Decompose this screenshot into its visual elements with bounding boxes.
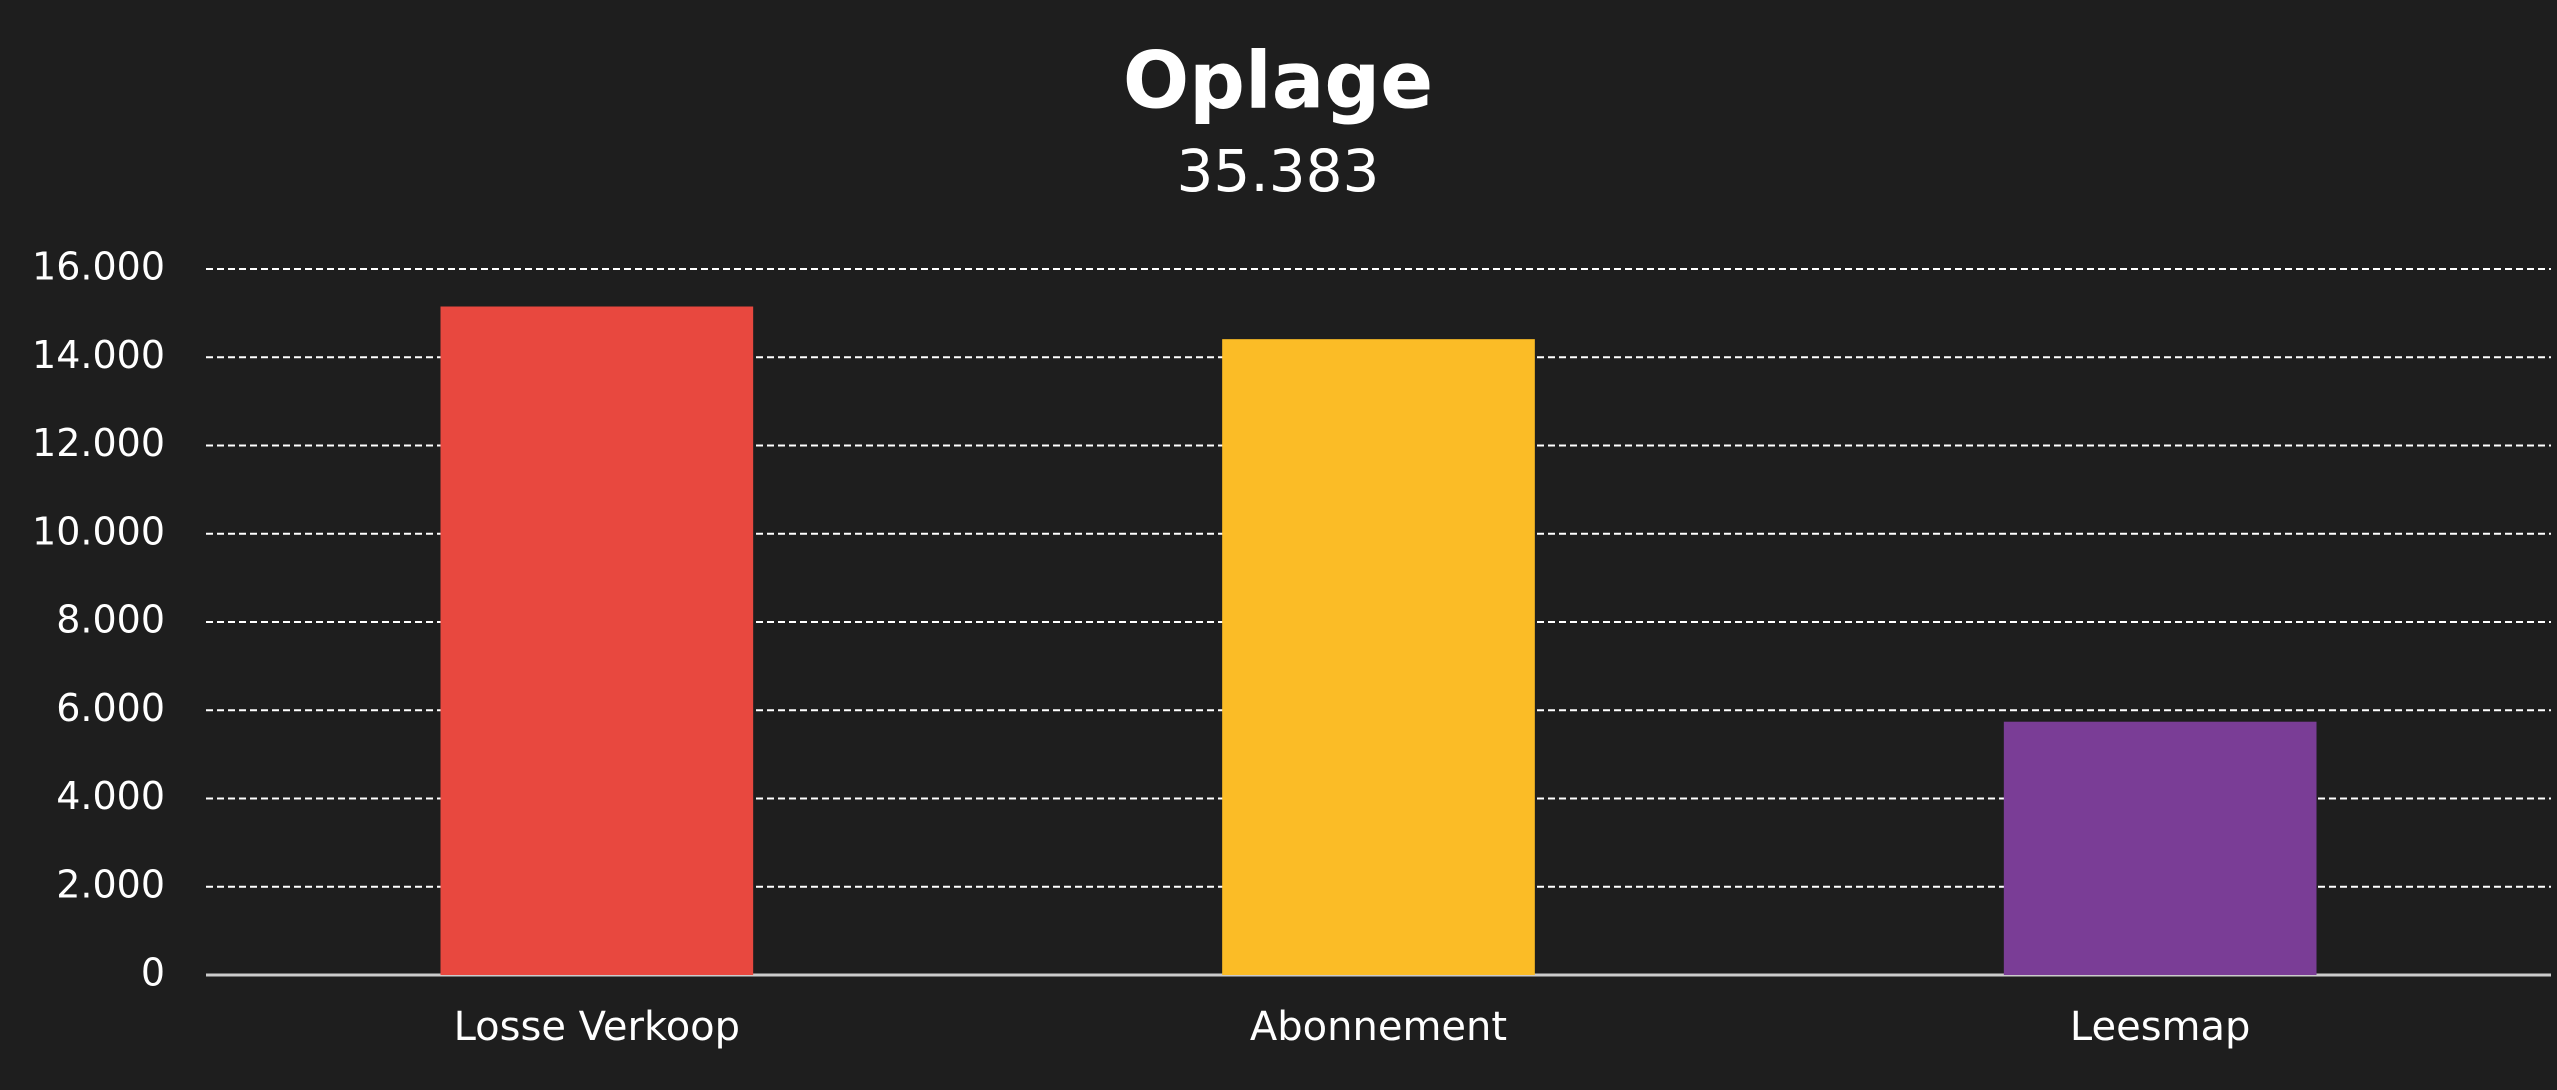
y-tick-label: 0 [141, 951, 165, 995]
bar [2003, 721, 2317, 975]
y-tick-label: 8.000 [56, 598, 165, 642]
y-tick-label: 16.000 [32, 245, 165, 289]
y-tick-label: 2.000 [56, 862, 165, 906]
bar [440, 306, 754, 976]
x-tick-label: Leesmap [2070, 1004, 2251, 1050]
x-tick-label: Losse Verkoop [454, 1004, 740, 1050]
chart-subtitle: 35.383 [1177, 137, 1380, 205]
y-tick-label: 12.000 [32, 421, 165, 465]
y-tick-label: 10.000 [32, 509, 165, 553]
y-tick-label: 14.000 [32, 333, 165, 377]
y-tick-label: 4.000 [56, 774, 165, 818]
bar [1222, 339, 1535, 975]
x-tick-label: Abonnement [1250, 1004, 1507, 1050]
chart-title: Oplage [1123, 36, 1433, 126]
y-tick-label: 6.000 [56, 686, 165, 730]
